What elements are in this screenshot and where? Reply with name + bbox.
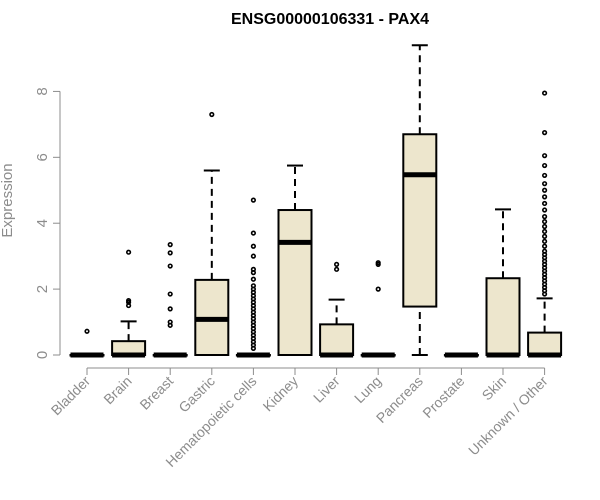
outlier-point (250, 197, 256, 203)
x-tick-label: Unknown / Other (465, 373, 551, 459)
chart-title: ENSG00000106331 - PAX4 (231, 11, 429, 28)
outlier-point (541, 214, 548, 220)
outlier-point (250, 283, 256, 289)
outlier-point (541, 153, 548, 159)
x-tick-label: Brain (100, 373, 134, 407)
box-group (485, 208, 521, 358)
y-tick-label: 6 (34, 153, 51, 161)
x-tick-label: Liver (310, 373, 343, 406)
x-tick-label: Bladder (48, 373, 94, 419)
y-tick-label: 0 (34, 351, 51, 359)
outlier-point (541, 194, 548, 200)
box-group (360, 260, 396, 358)
outlier-point (250, 253, 256, 259)
outlier-point (541, 162, 548, 169)
outlier-point (541, 90, 548, 96)
y-tick-label: 8 (34, 87, 51, 95)
outlier-point (250, 276, 256, 282)
outlier-point (167, 242, 173, 248)
outlier-point (126, 298, 132, 304)
outlier-point (167, 306, 173, 312)
box-iqr (527, 331, 563, 357)
outlier-point (250, 266, 256, 272)
boxes-layer (69, 44, 563, 358)
box-group (194, 111, 230, 357)
box-group (443, 352, 479, 358)
outlier-point (84, 328, 90, 334)
y-tick-label: 4 (34, 219, 51, 227)
outlier-point (334, 261, 340, 267)
x-tick-label: Lung (351, 373, 384, 406)
box-iqr (485, 277, 521, 357)
outlier-point (250, 230, 256, 236)
outlier-point (541, 223, 548, 230)
outlier-point (541, 130, 548, 136)
outlier-point (541, 233, 548, 239)
box-group (111, 249, 147, 358)
y-tick-label: 2 (34, 285, 51, 293)
outlier-point (541, 200, 548, 207)
outlier-point (375, 260, 381, 266)
outlier-point (167, 263, 173, 269)
y-axis-label: Expression (0, 163, 16, 237)
outlier-point (541, 238, 548, 244)
outlier-point (541, 181, 548, 187)
outlier-point (126, 249, 132, 255)
x-tick-label: Breast (136, 373, 176, 413)
outlier-point (167, 291, 173, 297)
x-tick-label: Kidney (260, 373, 302, 415)
outlier-point (209, 111, 215, 118)
outlier-point (334, 266, 340, 272)
box-group (277, 164, 313, 356)
outlier-point (541, 243, 548, 249)
outlier-point (541, 207, 548, 213)
x-tick-label: Skin (479, 373, 510, 404)
box-iqr (277, 209, 313, 356)
outlier-point (167, 319, 173, 325)
outlier-point (541, 218, 548, 225)
x-tick-label: Prostate (419, 373, 467, 421)
y-axis: 0 2 4 6 8 (34, 87, 61, 359)
box-group (235, 197, 271, 358)
box-iqr (402, 133, 438, 308)
outlier-point (541, 248, 548, 254)
outlier-point (541, 228, 548, 235)
outlier-point (541, 187, 548, 193)
box-group (152, 242, 188, 358)
outlier-point (541, 172, 548, 179)
box-iqr (319, 323, 355, 356)
box-group (69, 328, 105, 358)
outlier-point (167, 250, 173, 256)
box-group (402, 44, 438, 356)
outlier-point (250, 243, 256, 249)
outlier-point (375, 286, 381, 292)
box-group (319, 261, 355, 358)
box-group (527, 90, 563, 358)
